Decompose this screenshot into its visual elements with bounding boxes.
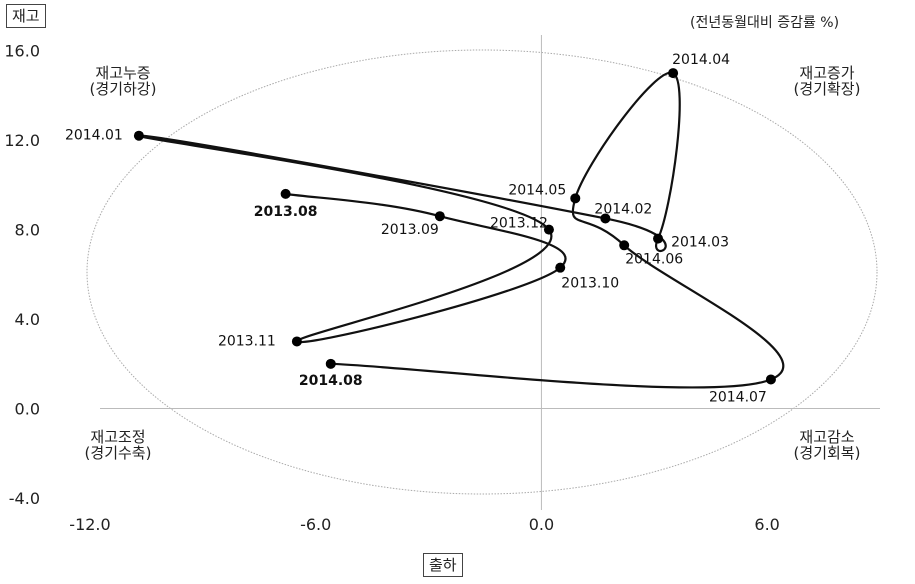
quadrant-label-bottom-left: 재고조정 [90, 428, 145, 446]
quadrant-label-top-right: (경기확장) [794, 80, 861, 98]
data-label: 2013.09 [381, 222, 439, 238]
quadrant-label-top-right: 재고증가 [799, 64, 854, 82]
x-tick-label: -6.0 [300, 515, 331, 534]
data-label: 2014.07 [709, 389, 767, 405]
y-tick-label: 0.0 [15, 400, 40, 419]
data-point [668, 68, 679, 79]
data-label: 2014.03 [671, 235, 729, 251]
data-point [291, 336, 302, 347]
y-tick-label: -4.0 [9, 489, 40, 508]
quadrant-label-bottom-right: 재고감소 [799, 428, 854, 446]
quadrant-label-bottom-left: (경기수축) [85, 444, 152, 462]
unit-note: (전년동월대비 증감률 %) [690, 15, 840, 31]
data-label: 2013.12 [490, 216, 548, 232]
data-label: 2014.01 [65, 128, 123, 144]
data-point [543, 224, 554, 235]
data-label: 2014.02 [594, 201, 652, 217]
x-axis-title: 출하 [423, 553, 463, 577]
data-point [555, 262, 566, 273]
data-label: 2013.11 [218, 333, 276, 349]
y-tick-label: 12.0 [4, 131, 40, 150]
quadrant-label-bottom-right: (경기회복) [794, 444, 861, 462]
cycle-ellipse [86, 49, 878, 495]
data-point [600, 213, 611, 224]
y-tick-label: 4.0 [15, 310, 40, 329]
data-point [325, 358, 336, 369]
x-tick-label: 0.0 [529, 515, 554, 534]
data-point [434, 211, 445, 222]
data-point [619, 240, 630, 251]
data-point [653, 233, 664, 244]
data-label: 2013.10 [561, 276, 619, 292]
data-point [133, 130, 144, 141]
quadrant-label-top-left: 재고누증 [95, 64, 150, 82]
data-label: 2013.08 [254, 204, 318, 220]
y-tick-label: 16.0 [4, 42, 40, 61]
data-point [765, 374, 776, 385]
x-tick-label: -12.0 [69, 515, 110, 534]
series-line [137, 71, 785, 389]
data-label: 2014.08 [299, 373, 363, 389]
data-point [280, 188, 291, 199]
data-label: 2014.04 [672, 52, 730, 68]
y-axis-title: 재고 [6, 4, 46, 28]
data-label: 2014.05 [508, 182, 566, 198]
y-tick-label: 8.0 [15, 221, 40, 240]
data-label: 2014.06 [625, 251, 683, 267]
data-point [570, 193, 581, 204]
quadrant-label-top-left: (경기하강) [90, 80, 157, 98]
x-tick-label: 6.0 [754, 515, 779, 534]
